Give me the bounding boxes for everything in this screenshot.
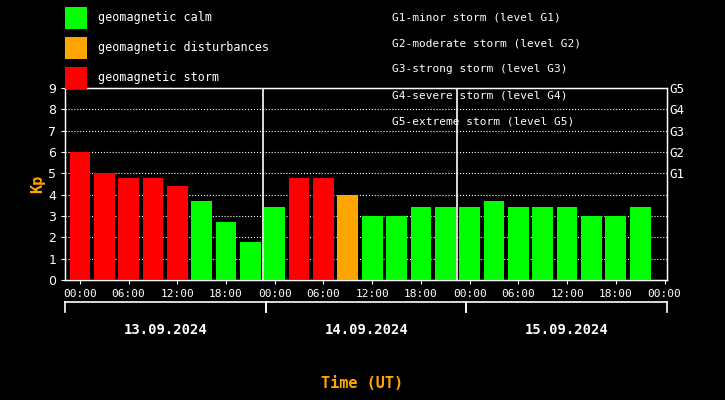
Y-axis label: Kp: Kp [30, 175, 46, 193]
Bar [410, 208, 431, 280]
Text: 13.09.2024: 13.09.2024 [124, 323, 207, 337]
Bar [338, 195, 358, 280]
Bar [484, 201, 505, 280]
Text: G4-severe storm (level G4): G4-severe storm (level G4) [392, 90, 567, 100]
Text: geomagnetic disturbances: geomagnetic disturbances [98, 42, 269, 54]
Bar [240, 242, 261, 280]
Bar [386, 216, 407, 280]
Text: 15.09.2024: 15.09.2024 [525, 323, 608, 337]
Bar [581, 216, 602, 280]
Text: geomagnetic storm: geomagnetic storm [98, 72, 219, 84]
Bar [167, 186, 188, 280]
Bar [70, 152, 90, 280]
Text: G5-extreme storm (level G5): G5-extreme storm (level G5) [392, 116, 573, 126]
Bar [460, 208, 480, 280]
Bar [532, 208, 553, 280]
Bar [265, 208, 285, 280]
Bar [362, 216, 383, 280]
Bar [143, 178, 163, 280]
Bar [435, 208, 455, 280]
Bar [313, 178, 334, 280]
Bar [630, 208, 650, 280]
Text: Time (UT): Time (UT) [321, 376, 404, 392]
Text: G2-moderate storm (level G2): G2-moderate storm (level G2) [392, 38, 581, 48]
Bar [94, 173, 115, 280]
Bar [289, 178, 310, 280]
Bar [191, 201, 212, 280]
Bar [118, 178, 139, 280]
Bar [557, 208, 578, 280]
Bar [605, 216, 626, 280]
Bar [215, 222, 236, 280]
Text: 14.09.2024: 14.09.2024 [324, 323, 408, 337]
Text: G3-strong storm (level G3): G3-strong storm (level G3) [392, 64, 567, 74]
Text: G1-minor storm (level G1): G1-minor storm (level G1) [392, 12, 560, 22]
Bar [508, 208, 529, 280]
Text: geomagnetic calm: geomagnetic calm [98, 12, 212, 24]
